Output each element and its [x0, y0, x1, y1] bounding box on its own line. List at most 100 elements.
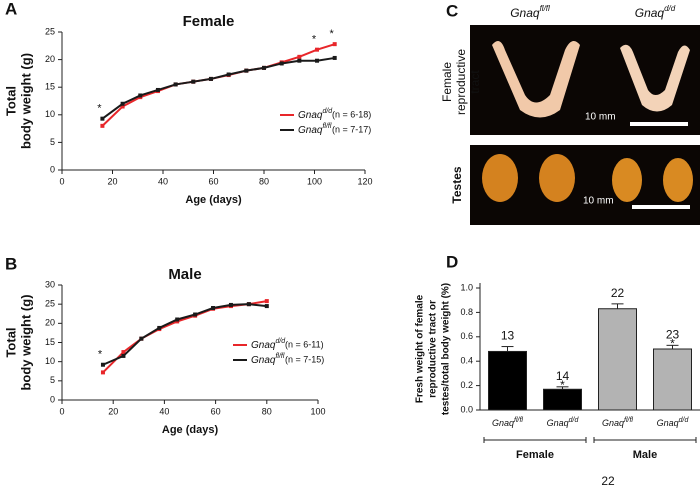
scale-bar-label: 10 mm [583, 196, 614, 207]
legend-sup: d/d [322, 108, 333, 115]
point [120, 101, 125, 106]
header-text: Gnaq [635, 6, 665, 20]
y-axis-label: Total [3, 86, 18, 116]
photo-tract [470, 25, 700, 135]
category-sup: fl/fl [514, 417, 523, 424]
x-tick-label: Gnaqd/d [547, 417, 580, 429]
error-bar [556, 386, 569, 390]
y-tick-label: 15 [45, 337, 55, 347]
panel-label: D [446, 252, 458, 271]
error-bar [501, 346, 514, 352]
point [315, 58, 320, 63]
row-label: Testes [450, 166, 464, 203]
panel-label: B [5, 254, 17, 273]
legend-name: Gnaq [251, 355, 276, 366]
annotation: * [312, 34, 317, 46]
point [173, 82, 178, 87]
row-label: Female [440, 62, 454, 102]
x-tick-label: 0 [59, 406, 64, 416]
point [315, 47, 320, 52]
panel-label: A [5, 0, 17, 18]
point [100, 123, 105, 128]
group-label: Female [516, 449, 554, 461]
annotation: * [560, 378, 565, 392]
legend-entry: Gnaqd/d [251, 338, 286, 351]
point [193, 312, 198, 317]
x-tick-label: Gnaqfl/fl [602, 417, 633, 429]
x-tick-label: 60 [211, 406, 221, 416]
column-header: Gnaqd/d [635, 4, 676, 20]
scale-bar-label: 10 mm [585, 112, 616, 123]
point [175, 317, 180, 322]
bar [488, 350, 527, 411]
category-sup: d/d [569, 417, 580, 424]
legend-name: Gnaq [298, 110, 323, 121]
category-name: Gnaq [547, 418, 569, 428]
point [139, 336, 144, 341]
n-label: 23 [666, 328, 680, 342]
x-tick-label: 80 [262, 406, 272, 416]
y-axis-label: testes/total body weight (%) [441, 283, 452, 415]
category-name: Gnaq [602, 418, 624, 428]
x-tick-label: 0 [59, 176, 64, 186]
column-header: Gnaqfl/fl [510, 4, 550, 20]
series-line [101, 56, 335, 120]
point [138, 93, 143, 98]
header-sup: fl/fl [540, 4, 550, 13]
y-axis-label: body weight (g) [18, 294, 33, 390]
y-axis-label: Total [3, 327, 18, 357]
y-tick-label: 30 [45, 279, 55, 289]
y-axis-label: Fresh weight of female [415, 294, 426, 403]
bar [653, 348, 692, 411]
x-axis-label: Age (days) [162, 424, 219, 436]
point [262, 65, 266, 70]
x-tick-label: 40 [159, 406, 169, 416]
point [121, 353, 126, 358]
point [100, 116, 105, 121]
annotation: * [97, 103, 102, 115]
group-label: Male [633, 449, 657, 461]
y-tick-label: 0.6 [460, 331, 473, 341]
y-axis-label: reproductive tract or [428, 300, 439, 398]
series-line [102, 300, 267, 374]
y-tick-label: 0.2 [460, 380, 473, 390]
y-tick-label: 25 [45, 299, 55, 309]
x-tick-label: 100 [307, 176, 322, 186]
x-tick-label: Gnaqd/d [657, 417, 690, 429]
x-axis-label: Age (days) [185, 194, 242, 206]
legend-entry: Gnaqfl/fl [251, 353, 285, 366]
y-tick-label: 5 [50, 375, 55, 385]
header-sup: d/d [664, 4, 676, 13]
point [208, 76, 213, 81]
point [155, 87, 160, 92]
category-name: Gnaq [492, 418, 514, 428]
legend-entry: Gnaqd/d [298, 108, 333, 121]
legend-n: (n = 7-15) [285, 354, 324, 364]
y-tick-label: 0.0 [460, 404, 473, 414]
y-tick-label: 5 [50, 137, 55, 147]
point [121, 350, 126, 355]
point [228, 302, 233, 307]
legend-name: Gnaq [251, 340, 276, 351]
point [297, 54, 302, 59]
x-tick-label: 120 [357, 176, 372, 186]
x-tick-label: 60 [208, 176, 218, 186]
n-label: 22 [611, 286, 625, 300]
x-tick-label: 20 [108, 406, 118, 416]
y-tick-label: 0 [50, 164, 55, 174]
legend-n: (n = 6-11) [285, 339, 324, 349]
legend-n: (n = 7-17) [332, 124, 371, 134]
point [211, 306, 216, 310]
y-tick-label: 15 [45, 82, 55, 92]
y-tick-label: 0.8 [460, 307, 473, 317]
x-tick-label: 80 [259, 176, 269, 186]
row-label: reproductive [454, 49, 468, 115]
x-tick-label: 40 [158, 176, 168, 186]
panel-label: C [446, 1, 458, 20]
point [226, 72, 231, 77]
y-tick-label: 10 [45, 109, 55, 119]
point [244, 68, 249, 73]
point [264, 304, 269, 309]
